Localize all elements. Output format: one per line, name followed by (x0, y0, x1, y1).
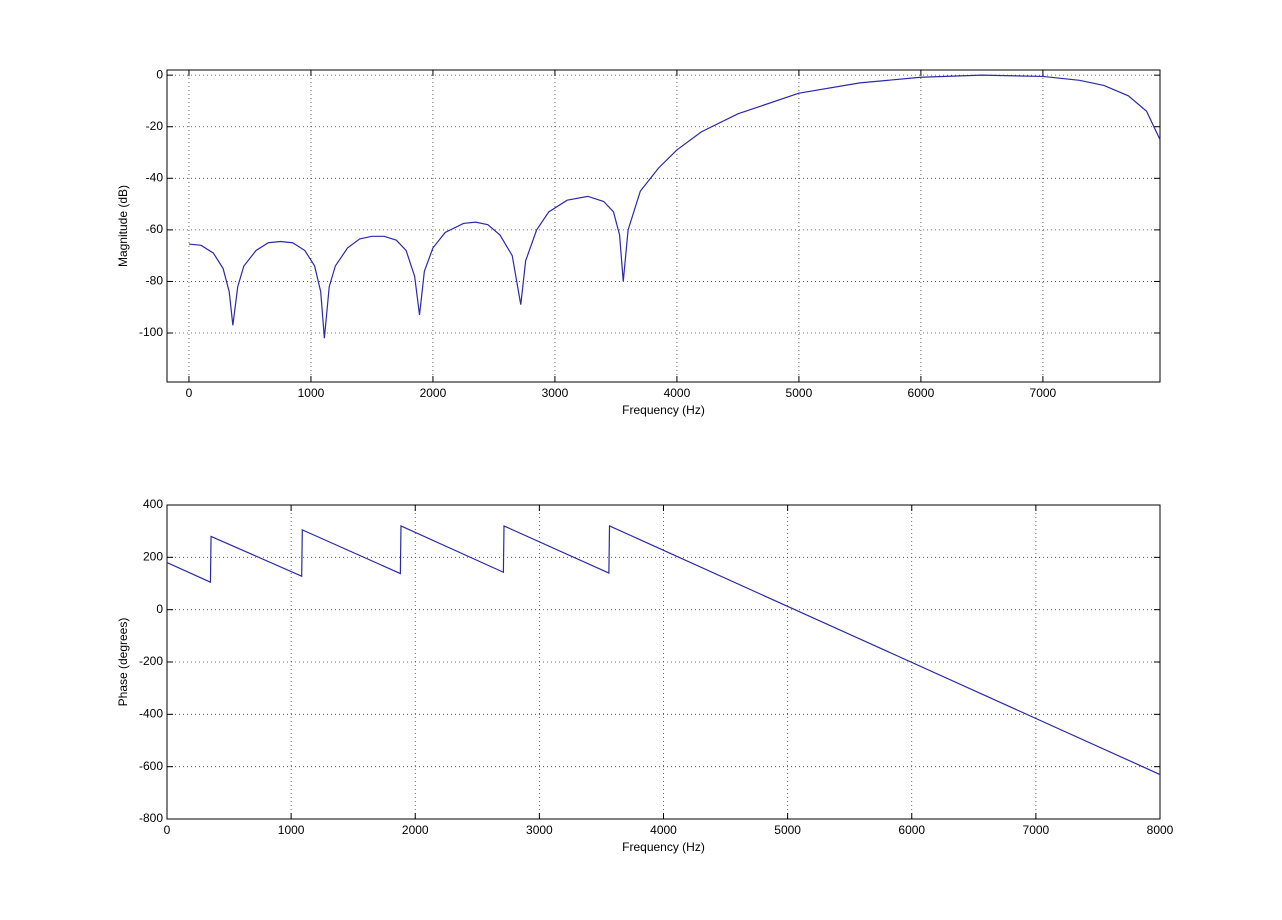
y-tick-label: -60 (146, 222, 164, 236)
x-tick-label: 5000 (774, 823, 801, 837)
y-tick-label: -200 (139, 654, 163, 668)
x-tick-label: 6000 (908, 386, 935, 400)
x-tick-label: 2000 (402, 823, 429, 837)
x-tick-label: 3000 (526, 823, 553, 837)
y-tick-label: -80 (146, 274, 164, 288)
x-tick-label: 7000 (1030, 386, 1057, 400)
x-tick-label: 8000 (1147, 823, 1174, 837)
plot-area (167, 70, 1160, 382)
y-tick-label: -40 (146, 170, 164, 184)
x-tick-label: 1000 (298, 386, 325, 400)
y-tick-label: -400 (139, 707, 163, 721)
x-tick-label: 2000 (420, 386, 447, 400)
y-tick-label: 200 (143, 550, 163, 564)
data-line (166, 525, 1161, 776)
axes-box (166, 504, 1161, 820)
x-tick-label: 5000 (786, 386, 813, 400)
x-axis-label: Frequency (Hz) (622, 403, 705, 417)
y-tick-label: -20 (146, 119, 164, 133)
x-tick-label: 1000 (278, 823, 305, 837)
x-tick-label: 3000 (542, 386, 569, 400)
data-line (188, 74, 1161, 339)
x-axis-label: Frequency (Hz) (622, 840, 705, 854)
y-tick-label: 0 (156, 602, 163, 616)
y-tick-label: 0 (156, 67, 163, 81)
x-tick-label: 7000 (1023, 823, 1050, 837)
y-axis-label: Phase (degrees) (116, 618, 130, 707)
x-tick-label: 4000 (650, 823, 677, 837)
x-tick-label: 0 (164, 823, 171, 837)
x-tick-label: 0 (186, 386, 193, 400)
y-tick-label: -100 (139, 325, 163, 339)
y-tick-label: -600 (139, 759, 163, 773)
y-tick-label: -800 (139, 811, 163, 825)
x-tick-label: 4000 (664, 386, 691, 400)
y-axis-label: Magnitude (dB) (116, 185, 130, 267)
axes-box (166, 69, 1161, 383)
y-tick-label: 400 (143, 497, 163, 511)
x-tick-label: 6000 (898, 823, 925, 837)
